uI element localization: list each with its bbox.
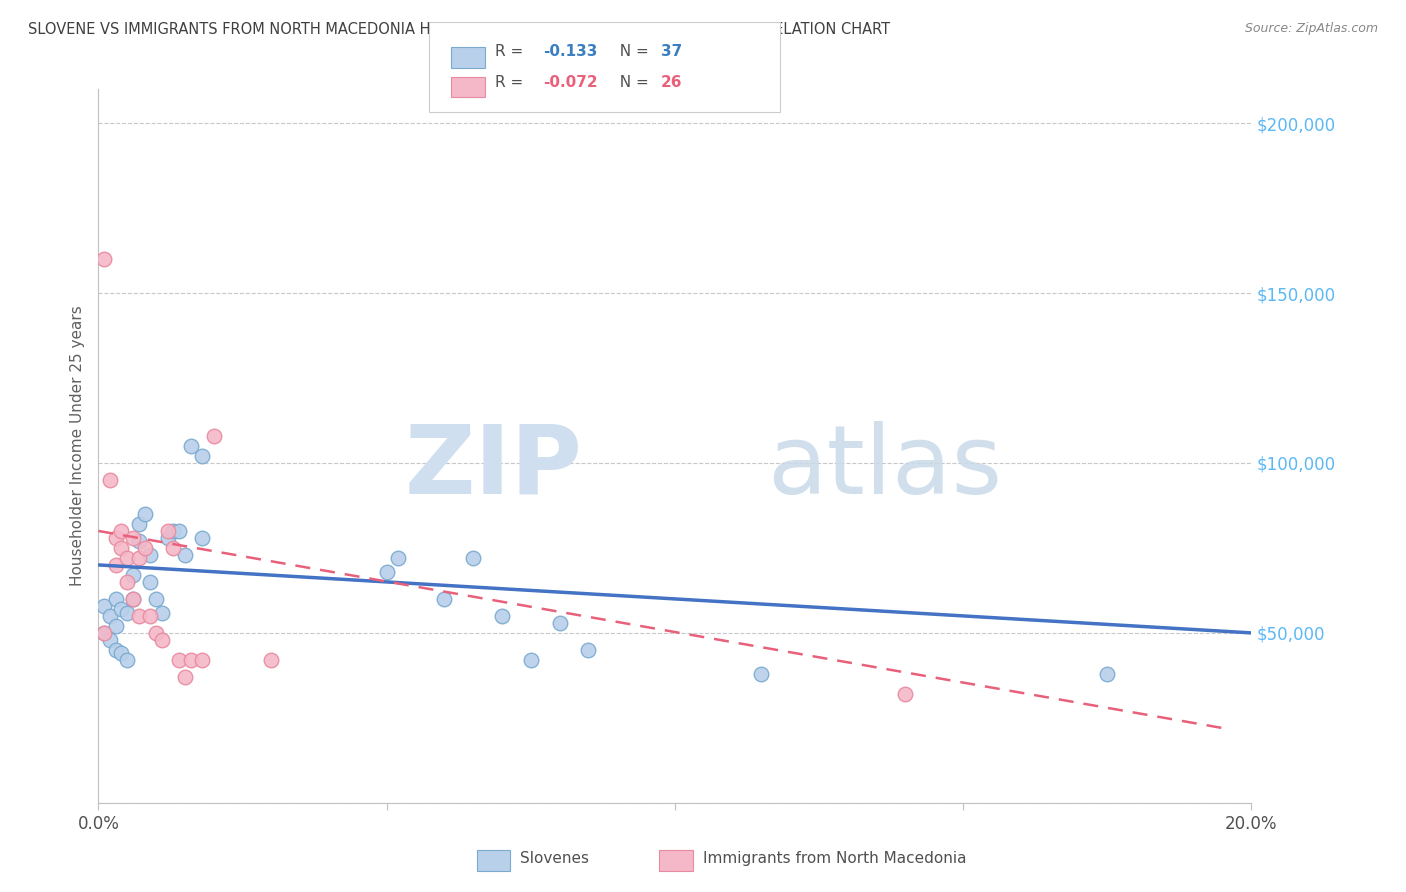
Point — [461, 551, 484, 566]
Point — [191, 653, 214, 667]
Point — [520, 653, 543, 667]
Text: R =: R = — [495, 75, 529, 89]
Point — [578, 643, 600, 657]
Point — [139, 608, 162, 623]
Point — [117, 551, 139, 566]
Point — [134, 507, 156, 521]
Point — [174, 548, 197, 562]
Text: 26: 26 — [661, 75, 682, 89]
Point — [98, 473, 121, 487]
Text: N =: N = — [610, 75, 654, 89]
Point — [150, 632, 173, 647]
Point — [122, 568, 145, 582]
Point — [93, 626, 115, 640]
Point — [122, 591, 145, 606]
Point — [150, 606, 173, 620]
Text: R =: R = — [495, 45, 529, 59]
Text: -0.133: -0.133 — [543, 45, 598, 59]
Point — [139, 574, 162, 589]
Point — [93, 252, 115, 266]
Point — [162, 541, 184, 555]
Text: SLOVENE VS IMMIGRANTS FROM NORTH MACEDONIA HOUSEHOLDER INCOME UNDER 25 YEARS COR: SLOVENE VS IMMIGRANTS FROM NORTH MACEDON… — [28, 22, 890, 37]
Point — [433, 591, 456, 606]
Point — [117, 606, 139, 620]
Point — [145, 626, 167, 640]
Point — [548, 615, 571, 630]
Text: Source: ZipAtlas.com: Source: ZipAtlas.com — [1244, 22, 1378, 36]
Point — [180, 653, 202, 667]
Point — [894, 687, 917, 701]
Point — [98, 608, 121, 623]
Point — [117, 653, 139, 667]
Point — [156, 524, 179, 538]
Point — [751, 666, 773, 681]
Point — [145, 591, 167, 606]
Text: atlas: atlas — [768, 421, 1002, 514]
Point — [167, 524, 190, 538]
Point — [93, 626, 115, 640]
Text: Immigrants from North Macedonia: Immigrants from North Macedonia — [703, 852, 966, 866]
Point — [1097, 666, 1119, 681]
Point — [387, 551, 409, 566]
Point — [180, 439, 202, 453]
Point — [122, 531, 145, 545]
Point — [139, 548, 162, 562]
Point — [162, 524, 184, 538]
Point — [202, 429, 225, 443]
Point — [491, 608, 513, 623]
Point — [110, 602, 132, 616]
Point — [117, 574, 139, 589]
Point — [128, 517, 150, 532]
Point — [110, 524, 132, 538]
Point — [104, 591, 127, 606]
Point — [128, 534, 150, 549]
Text: N =: N = — [610, 45, 654, 59]
Text: -0.072: -0.072 — [543, 75, 598, 89]
Point — [104, 619, 127, 633]
Point — [191, 449, 214, 463]
Point — [104, 531, 127, 545]
Point — [110, 646, 132, 660]
Point — [174, 670, 197, 684]
Point — [110, 541, 132, 555]
Point — [93, 599, 115, 613]
Point — [375, 565, 398, 579]
Point — [128, 551, 150, 566]
Point — [122, 591, 145, 606]
Point — [156, 531, 179, 545]
Point — [260, 653, 283, 667]
Text: Slovenes: Slovenes — [520, 852, 589, 866]
Text: 37: 37 — [661, 45, 682, 59]
Point — [191, 531, 214, 545]
Point — [104, 558, 127, 572]
Point — [134, 541, 156, 555]
Point — [98, 632, 121, 647]
Point — [128, 608, 150, 623]
Text: ZIP: ZIP — [405, 421, 582, 514]
Point — [167, 653, 190, 667]
Point — [104, 643, 127, 657]
Y-axis label: Householder Income Under 25 years: Householder Income Under 25 years — [70, 306, 86, 586]
